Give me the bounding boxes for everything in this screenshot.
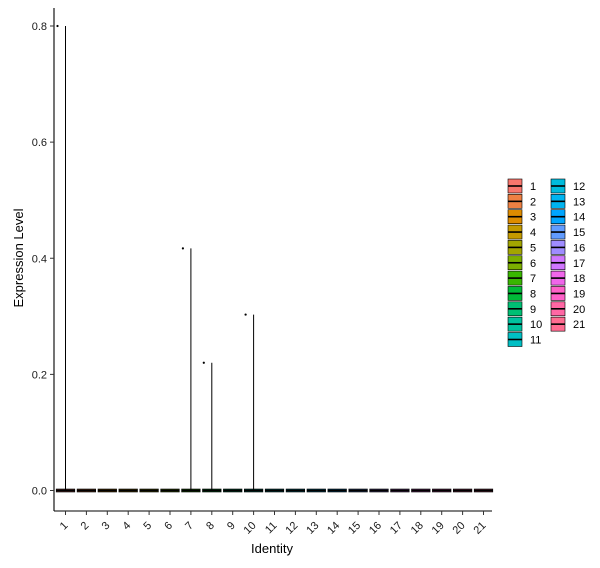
legend-item: 12 <box>550 178 585 194</box>
y-tick-label: 0.6 <box>32 137 47 149</box>
legend-item: 19 <box>550 286 585 301</box>
legend-label: 7 <box>530 273 536 285</box>
legend-item: 13 <box>550 194 585 209</box>
legend-item: 18 <box>550 270 585 286</box>
violin-group <box>244 313 264 493</box>
legend-item: 9 <box>507 301 536 317</box>
violin-group <box>285 488 306 493</box>
legend-item: 2 <box>507 194 536 209</box>
axes <box>53 8 492 512</box>
legend-label: 9 <box>530 304 536 316</box>
x-axis-title: Identity <box>251 541 293 556</box>
legend-label: 2 <box>530 196 536 208</box>
violin-group <box>473 488 494 493</box>
legend-label: 21 <box>573 319 585 331</box>
legend-item: 1 <box>507 178 536 194</box>
legend-item: 17 <box>550 255 585 271</box>
legend-label: 16 <box>573 242 585 254</box>
legend-item: 5 <box>507 240 536 255</box>
legend-label: 19 <box>573 288 585 300</box>
y-tick-label: 0.8 <box>32 21 47 33</box>
legend-label: 8 <box>530 288 536 300</box>
y-axis-ticks: 0.0 0.2 0.4 0.6 0.8 <box>32 21 54 498</box>
legend-label: 6 <box>530 258 536 270</box>
legend-label: 5 <box>530 242 536 254</box>
violin-group <box>160 488 180 493</box>
violin-group <box>264 488 285 493</box>
violin-group <box>369 488 389 493</box>
legend-item: 6 <box>507 255 536 271</box>
legend-label: 17 <box>573 258 585 270</box>
violin-group <box>452 488 473 493</box>
y-tick-label: 0.0 <box>32 486 47 498</box>
violin-group <box>202 361 222 493</box>
legend-label: 11 <box>530 335 541 347</box>
violin-group <box>432 488 452 493</box>
violin-group <box>411 488 431 493</box>
legend-item: 11 <box>507 332 541 347</box>
violin-group <box>118 488 138 493</box>
legend-item: 16 <box>550 240 585 255</box>
violin-group <box>97 488 117 493</box>
legend-label: 12 <box>573 181 585 193</box>
violin-marks <box>55 24 494 493</box>
y-tick-label: 0.2 <box>32 369 47 381</box>
violin-group <box>181 247 201 493</box>
legend-item: 14 <box>550 209 585 224</box>
legend-label: 18 <box>573 273 585 285</box>
legend-label: 1 <box>530 181 536 193</box>
legend-label: 20 <box>573 304 585 316</box>
violin-group <box>76 488 96 493</box>
outlier-point <box>56 24 59 28</box>
violin-group <box>55 24 76 493</box>
legend-item: 15 <box>550 224 585 240</box>
violin-group <box>348 488 368 493</box>
legend-label: 10 <box>530 319 542 331</box>
legend-item: 20 <box>550 301 585 317</box>
legend-label: 4 <box>530 227 536 239</box>
violin-group <box>390 488 410 493</box>
legend-item: 3 <box>507 209 536 224</box>
outlier-point <box>202 361 205 364</box>
legend-label: 15 <box>573 227 585 239</box>
violin-group <box>327 488 347 493</box>
y-tick-label: 0.4 <box>32 253 47 265</box>
legend-label: 14 <box>573 212 585 224</box>
outlier-point <box>181 247 184 250</box>
legend-item: 4 <box>507 224 536 240</box>
legend-item: 21 <box>550 316 585 332</box>
violin-group <box>223 488 243 493</box>
legend-item: 10 <box>507 316 542 332</box>
outlier-point <box>244 313 247 316</box>
violin-group <box>306 488 326 493</box>
y-axis-title: Expression Level <box>11 208 26 307</box>
legend-item: 7 <box>507 270 536 286</box>
legend-label: 3 <box>530 212 536 224</box>
legend-label: 13 <box>573 196 585 208</box>
violin-group <box>139 488 159 493</box>
legend-item: 8 <box>507 286 536 301</box>
